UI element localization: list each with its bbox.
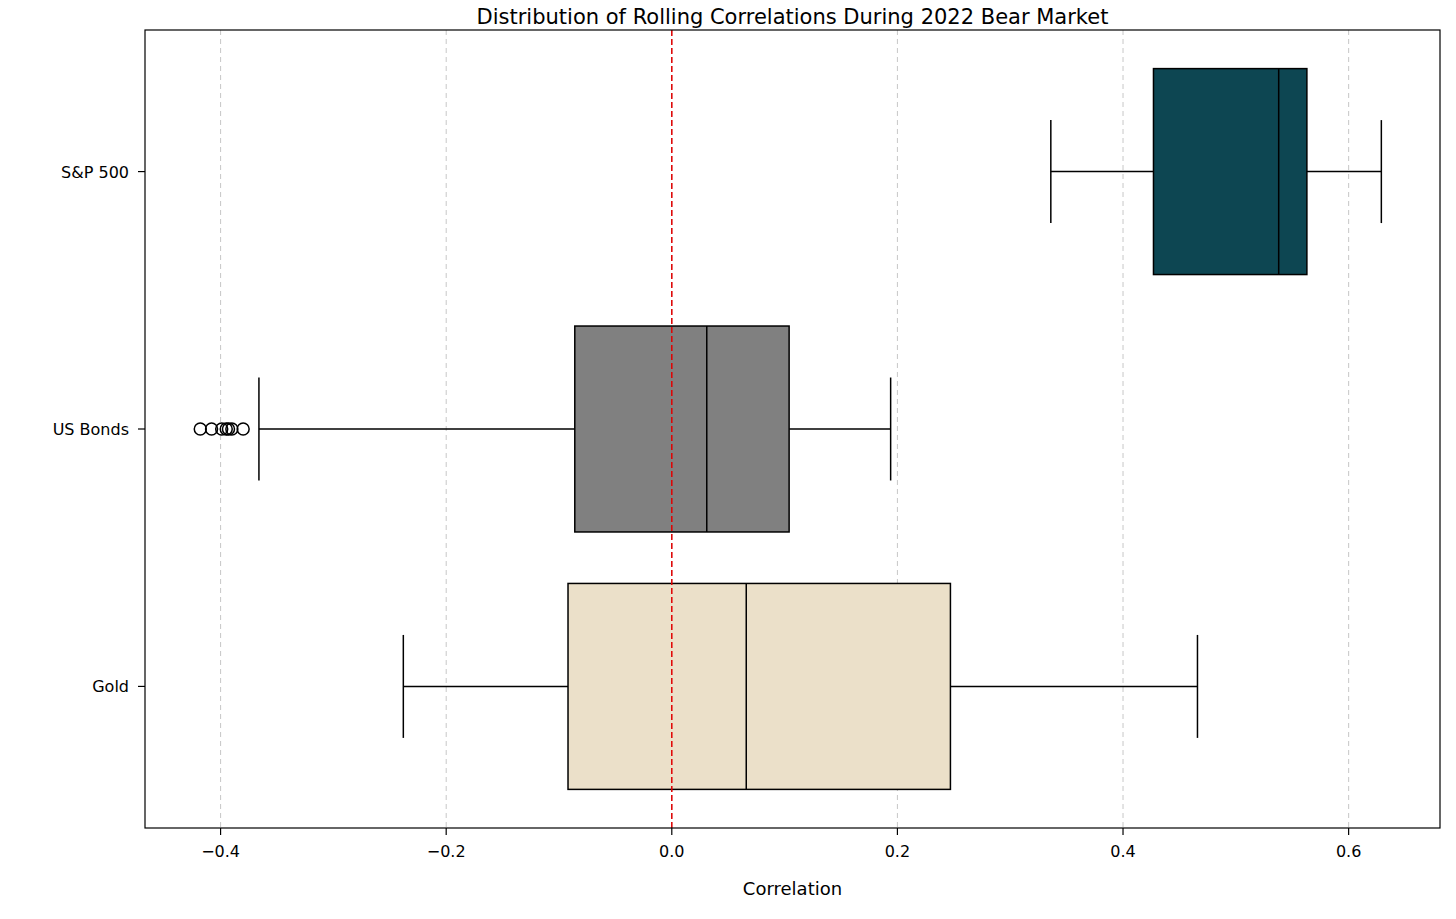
outlier <box>194 423 206 435</box>
whisker <box>259 428 575 430</box>
tick-mark <box>1348 828 1349 835</box>
chart: −0.4 −0.2 0.0 0.2 0.4 0.6 S&P 500 US Bonds Gold D… <box>0 0 1456 919</box>
whisker-cap <box>258 378 260 481</box>
whisker-cap <box>1197 635 1199 738</box>
tick-mark <box>1122 828 1123 835</box>
tick-label: 0.6 <box>1336 842 1361 861</box>
median <box>706 326 708 532</box>
outlier <box>237 423 249 435</box>
tick-mark <box>138 686 145 687</box>
tick-mark <box>671 828 672 835</box>
median <box>1278 69 1280 275</box>
whisker <box>1307 171 1381 173</box>
tick-label: 0.0 <box>659 842 684 861</box>
x-axis-label: Correlation <box>743 878 842 899</box>
tick-label: 0.2 <box>885 842 910 861</box>
category-label: US Bonds <box>53 420 129 439</box>
box <box>1153 69 1306 275</box>
reference-line <box>671 30 673 828</box>
whisker <box>789 428 891 430</box>
median <box>746 583 748 789</box>
tick-label: −0.2 <box>427 842 466 861</box>
tick-mark <box>897 828 898 835</box>
category-label: Gold <box>92 677 129 696</box>
box <box>575 326 789 532</box>
whisker-cap <box>890 378 892 481</box>
tick-label: 0.4 <box>1110 842 1135 861</box>
whisker-cap <box>1381 120 1383 223</box>
title: Distribution of Rolling Correlations Dur… <box>477 5 1109 29</box>
whisker <box>950 686 1197 688</box>
tick-mark <box>138 171 145 172</box>
whisker <box>1051 171 1154 173</box>
category-label: S&P 500 <box>61 163 129 182</box>
whisker-cap <box>403 635 405 738</box>
grid-line <box>1123 30 1124 828</box>
tick-label: −0.4 <box>201 842 240 861</box>
whisker <box>403 686 568 688</box>
tick-mark <box>446 828 447 835</box>
outlier <box>226 423 238 435</box>
plot-marks <box>194 30 1381 828</box>
plot-frame <box>145 30 1440 828</box>
whisker-cap <box>1050 120 1052 223</box>
box <box>568 583 950 789</box>
grid-line <box>1348 30 1349 828</box>
tick-mark <box>220 828 221 835</box>
grid-line <box>671 30 672 828</box>
tick-mark <box>138 428 145 429</box>
